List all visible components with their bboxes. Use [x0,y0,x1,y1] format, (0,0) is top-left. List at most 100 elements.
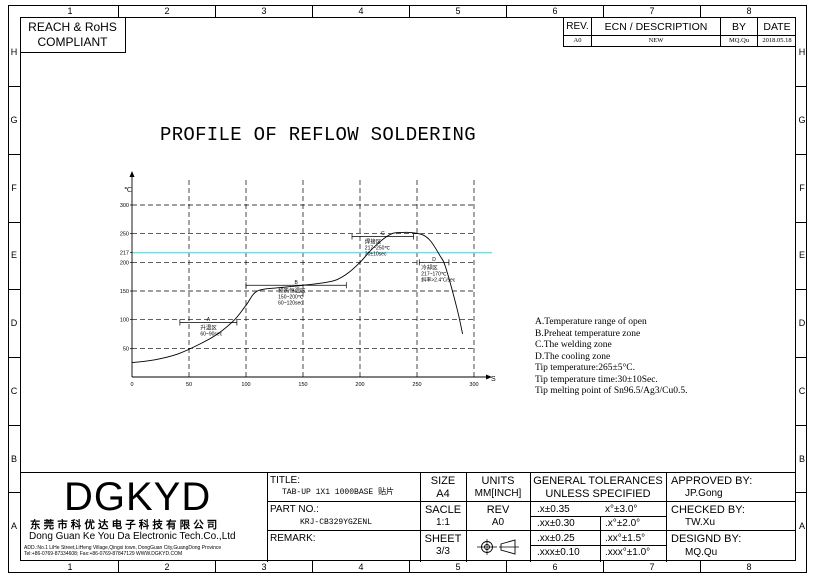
zone-tick-right [796,86,807,87]
y-tick-label-50: 50 [123,346,129,352]
company-contact: Tel:+86-0769-87334608; Fax:+86-0769-8784… [24,551,183,557]
rev-label: REV [486,504,510,516]
y-tick-label-100: 100 [120,318,129,324]
zone-col-top-4: 4 [358,6,364,16]
zone-A-label: 升温区 [200,324,217,332]
rev-header: REV. [566,21,589,32]
zone-B-range1: 150~200℃ [278,294,304,300]
tol-linear-3: .xx±0.25 [537,533,575,544]
title-label: TITLE: [270,475,301,486]
ecn-header: ECN / DESCRIPTION [604,21,708,33]
x-tick-label-300: 300 [469,382,478,388]
tol-angular-1: x°±3.0° [605,504,638,515]
by-value: MQ.Qu [728,37,750,44]
zone-col-bottom-4: 4 [358,562,364,572]
drawing-title: PROFILE OF REFLOW SOLDERING [160,124,476,146]
checked-value: TW.Xu [685,517,716,528]
scale-value: 1:1 [436,517,450,528]
tolerance-title2: UNLESS SPECIFIED [545,488,651,500]
y-tick-label-200: 200 [120,260,129,266]
zone-C-range1: 217~250℃ [365,246,391,252]
date-header: DATE [763,21,791,33]
note-6: Tip temperature time:30±10Sec. [535,374,658,385]
y-tick-label-150: 150 [120,289,129,295]
zone-D-label: 冷却区 [421,263,438,271]
zone-row-left-D: D [10,318,18,328]
zone-row-left-G: G [10,115,18,125]
zone-row-left-H: H [10,47,18,57]
zone-tick-left [8,492,20,493]
note-7: Tip melting point of Sn96.5/Ag3/Cu0.5. [535,386,688,396]
x-axis-arrow [486,374,492,380]
zone-row-right-F: F [799,183,805,193]
zone-col-bottom-8: 8 [746,562,752,572]
x-tick-label-0: 0 [130,382,133,388]
zone-tick-bottom [506,561,507,573]
x-tick-label-200: 200 [355,382,364,388]
zone-tick-left [8,154,20,155]
zone-tick-right [796,289,807,290]
zone-col-bottom-3: 3 [261,562,267,572]
zone-tick-bottom [603,561,604,573]
approved-value: JP.Gong [685,488,723,499]
compliance-box: REACH & RoHS COMPLIANT [20,17,126,53]
tol-linear-2: .xx±0.30 [537,518,575,529]
tolerance-title1: GENERAL TOLERANCES [533,475,663,487]
company-en-name: Dong Guan Ke You Da Electronic Tech.Co.,… [29,531,236,542]
zone-tick-top [603,5,604,17]
remark-label: REMARK: [270,533,316,544]
zone-A-letter: A [207,317,211,323]
zone-tick-left [8,289,20,290]
tol-angular-3: .xx°±1.5° [605,533,646,544]
zone-col-top-3: 3 [261,6,267,16]
zone-row-left-A: A [10,521,17,531]
tol-linear-4: .xxx±0.10 [537,547,580,558]
zone-tick-bottom [700,561,701,573]
rev-value: A0 [573,37,582,44]
zone-tick-bottom [118,561,119,573]
zone-tick-top [118,5,119,17]
units-value: MM[INCH] [474,488,522,499]
zone-tick-bottom [312,561,313,573]
sheet-value: 3/3 [436,546,450,557]
x-axis-label: S [491,376,496,383]
zone-row-right-D: D [798,318,806,328]
compliance-line1: REACH & RoHS [28,20,117,34]
zone-tick-top [215,5,216,17]
zone-D-letter: D [432,257,436,263]
notes: A.Temperature range of open B.Preheat te… [535,317,687,398]
zone-col-bottom-6: 6 [552,562,558,572]
reflow-curve [131,231,464,364]
title-block: DGKYD 东莞市科优达电子科技有限公司 Dong Guan Ke You Da… [20,472,796,562]
zone-tick-top [700,5,701,17]
rev-value-block: A0 [491,517,505,528]
units-label: UNITS [481,475,515,487]
approved-label: APPROVED BY: [671,475,753,487]
zone-B-range2: 60~120sec [278,300,303,306]
zone-tick-top [409,5,410,17]
zone-B-label: 预热恒温区 [278,286,306,294]
zone-row-right-C: C [798,386,806,396]
zone-tick-left [8,222,20,223]
zone-tick-left [8,86,20,87]
scale-label: SACLE [424,504,462,516]
zone-D-range1: 217~170℃ [421,271,447,277]
zone-col-bottom-5: 5 [455,562,461,572]
reflow-profile-chart: ℃ S 50 100 150 200 217 250 300 0 50 100 150 200 250 300… [120,171,496,388]
company-logo: DGKYD [64,475,212,519]
y-tick-label-300: 300 [120,203,129,209]
zone-col-top-8: 8 [746,6,752,16]
note-3: C.The welding zone [535,340,612,350]
zone-B-letter: B [294,280,298,286]
tol-angular-2: .x°±2.0° [605,518,641,529]
zone-tick-top [506,5,507,17]
zone-row-right-E: E [798,250,805,260]
zone-col-top-1: 1 [67,6,73,16]
sheet-label: SHEET [424,533,462,545]
note-5: Tip temperature:265±5°C. [535,363,635,373]
x-tick-label-250: 250 [412,382,421,388]
zone-tick-right [796,222,807,223]
x-tick-label-150: 150 [298,382,307,388]
company-address: ADD.:No.1 LiHe Street,LiHeng Village,Qin… [24,545,222,551]
note-1: A.Temperature range of open [535,317,647,327]
